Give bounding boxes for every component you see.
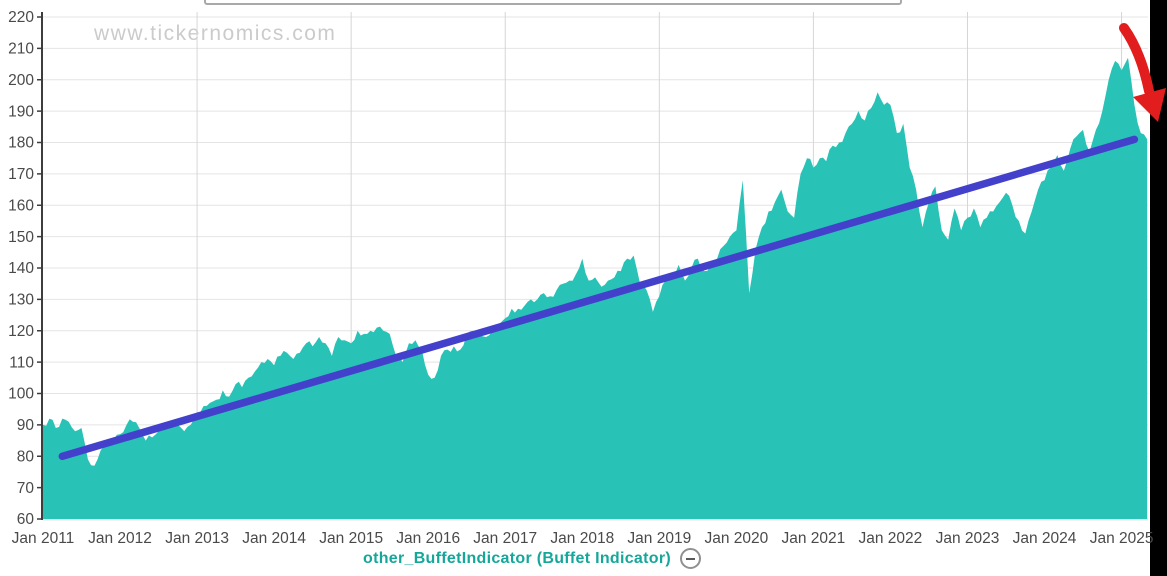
top-partial-input[interactable] — [204, 0, 902, 5]
y-tick-label: 90 — [17, 417, 35, 434]
x-tick-label: Jan 2024 — [1013, 530, 1077, 547]
x-tick-label: Jan 2025 — [1090, 530, 1154, 547]
y-tick-label: 210 — [8, 41, 34, 58]
y-tick-label: 130 — [8, 292, 34, 309]
minus-bar — [686, 557, 695, 560]
y-tick-label: 120 — [8, 323, 34, 340]
red-arrow-annotation-icon — [1119, 23, 1166, 122]
y-tick-label: 190 — [8, 103, 34, 120]
y-tick-label: 60 — [17, 511, 35, 528]
y-tick-label: 110 — [9, 354, 34, 371]
x-tick-label: Jan 2015 — [319, 530, 383, 547]
y-tick-label: 220 — [8, 9, 34, 26]
watermark: www.tickernomics.com — [94, 22, 337, 45]
x-tick-label: Jan 2013 — [165, 530, 229, 547]
x-tick-label: Jan 2011 — [12, 530, 75, 547]
y-tick-label: 100 — [8, 386, 34, 403]
y-axis-line — [37, 12, 43, 520]
x-axis-labels: Jan 2011 Jan 2012 Jan 2013 Jan 2014 Jan 2015… — [12, 530, 1154, 547]
y-tick-label: 160 — [8, 197, 34, 214]
x-tick-label: Jan 2023 — [936, 530, 1000, 547]
area-series-buffett-indicator — [43, 57, 1148, 520]
right-black-strip — [1150, 0, 1167, 576]
y-tick-label: 80 — [17, 448, 35, 465]
x-tick-label: Jan 2016 — [396, 530, 460, 547]
x-tick-label: Jan 2020 — [705, 530, 769, 547]
y-tick-label: 180 — [8, 135, 34, 152]
trend-line — [58, 135, 1139, 461]
y-tick-label: 170 — [8, 166, 34, 183]
y-tick-label: 70 — [17, 480, 35, 497]
x-tick-label: Jan 2017 — [473, 530, 537, 547]
y-axis-labels: 60 70 80 90 100 110 120 130 140 150 160 170 180 190 20… — [8, 9, 34, 528]
x-tick-label: Jan 2012 — [88, 530, 152, 547]
y-tick-label: 140 — [8, 260, 34, 277]
x-tick-label: Jan 2022 — [859, 530, 923, 547]
x-tick-label: Jan 2018 — [550, 530, 614, 547]
legend: other_BuffetIndicator (Buffet Indicator) — [363, 548, 701, 569]
x-tick-label: Jan 2014 — [242, 530, 306, 547]
y-tick-label: 150 — [8, 229, 34, 246]
minus-circle-icon[interactable] — [680, 548, 701, 569]
y-tick-label: 200 — [8, 72, 34, 89]
x-tick-label: Jan 2021 — [782, 530, 846, 547]
x-tick-label: Jan 2019 — [627, 530, 691, 547]
legend-series-label[interactable]: other_BuffetIndicator (Buffet Indicator) — [363, 549, 671, 567]
